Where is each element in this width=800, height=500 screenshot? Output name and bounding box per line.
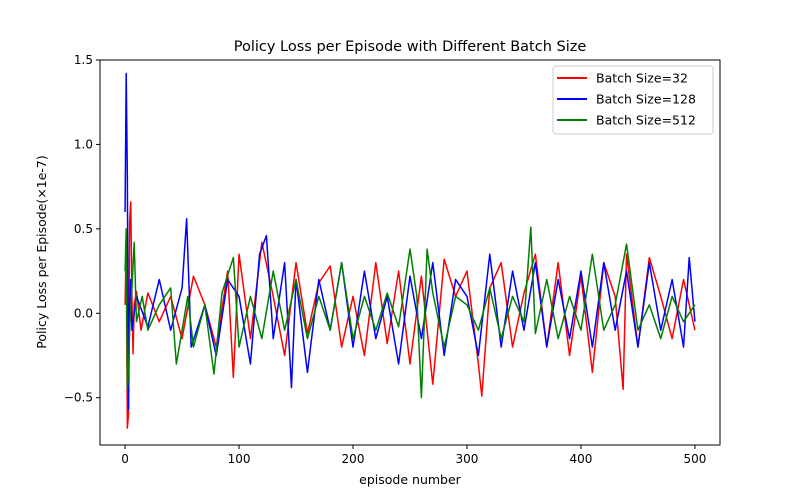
x-tick-label: 200	[342, 452, 365, 466]
chart-title: Policy Loss per Episode with Different B…	[234, 39, 587, 55]
series-line-3	[124, 226, 696, 399]
y-tick-label: 0.5	[74, 222, 93, 236]
x-tick-label: 400	[570, 452, 593, 466]
x-tick-label: 300	[456, 452, 479, 466]
x-tick-label: 100	[228, 452, 251, 466]
plot-frame	[99, 59, 721, 446]
y-tick-label: 0.0	[74, 306, 93, 320]
legend-label-3: Batch Size=512	[596, 113, 696, 128]
plot-area	[124, 72, 696, 429]
legend-label-2: Batch Size=128	[596, 92, 696, 107]
y-axis: −0.5 0.0 0.5 1.0 1.5	[64, 53, 100, 405]
x-axis: 0 100 200 300 400 500	[121, 445, 706, 466]
series-line-1	[124, 201, 696, 429]
x-tick-label: 500	[683, 452, 706, 466]
y-tick-label: 1.0	[74, 137, 93, 151]
legend-box	[552, 65, 714, 135]
legend-label-1: Batch Size=32	[596, 71, 688, 86]
y-tick-label: 1.5	[74, 53, 93, 67]
x-axis-label: episode number	[359, 472, 462, 487]
series-line-2	[124, 72, 696, 411]
y-tick-label: −0.5	[64, 391, 93, 405]
x-tick-label: 0	[121, 452, 129, 466]
legend: Batch Size=32 Batch Size=128 Batch Size=51…	[552, 65, 714, 135]
y-axis-label: Policy Loss per Episode(×1e-7)	[34, 155, 49, 348]
